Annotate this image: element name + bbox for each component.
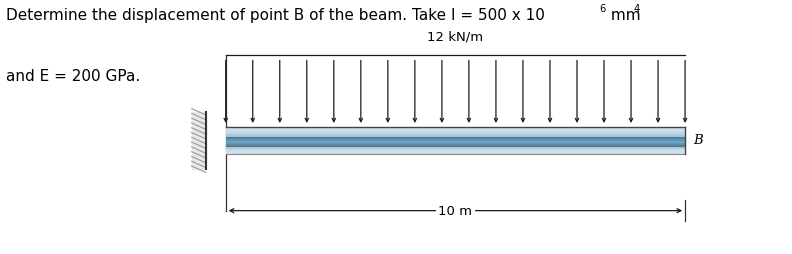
Text: and E = 200 GPa.: and E = 200 GPa.: [6, 69, 141, 84]
Text: 6: 6: [600, 4, 606, 14]
Bar: [226, 153, 685, 154]
Bar: [226, 137, 685, 138]
Bar: [192, 112, 206, 170]
Text: 12 kN/m: 12 kN/m: [428, 30, 483, 43]
Bar: [226, 146, 685, 147]
Text: Determine the displacement of point B of the beam. Take I = 500 x 10: Determine the displacement of point B of…: [6, 8, 545, 23]
Bar: [226, 152, 685, 153]
Text: B: B: [693, 133, 703, 146]
Bar: [226, 147, 685, 148]
Bar: [226, 131, 685, 132]
Bar: [226, 150, 685, 151]
Bar: [226, 144, 685, 145]
Bar: [226, 133, 685, 134]
Bar: [226, 132, 685, 133]
Bar: [226, 140, 685, 141]
Bar: [226, 130, 685, 131]
Bar: [226, 134, 685, 135]
Bar: [226, 141, 685, 142]
Bar: [226, 151, 685, 152]
Bar: [226, 136, 685, 137]
Bar: [226, 145, 685, 146]
Bar: [226, 128, 685, 129]
Bar: [226, 135, 685, 136]
Bar: [226, 139, 685, 140]
Bar: [226, 143, 685, 144]
Text: 4: 4: [634, 4, 640, 14]
Text: 10 m: 10 m: [439, 204, 472, 217]
Bar: [226, 138, 685, 139]
Bar: [226, 142, 685, 143]
Text: mm: mm: [606, 8, 641, 23]
Bar: [226, 148, 685, 149]
Bar: [226, 129, 685, 130]
Bar: [226, 149, 685, 150]
